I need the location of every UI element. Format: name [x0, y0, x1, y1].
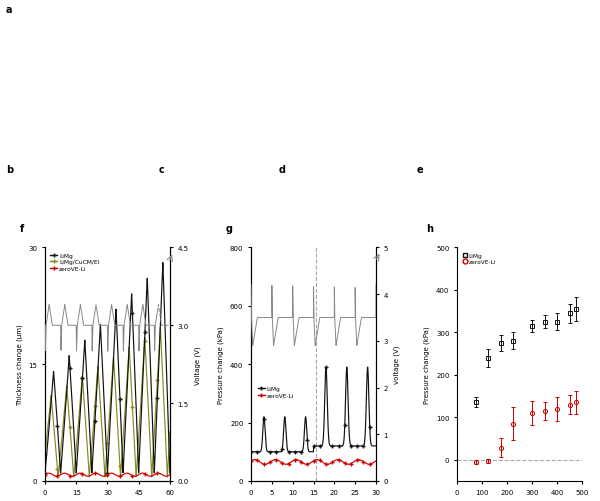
- Y-axis label: Pressure change (kPa): Pressure change (kPa): [218, 326, 224, 403]
- Text: a: a: [6, 5, 13, 15]
- Text: d: d: [279, 165, 286, 175]
- Text: e: e: [417, 165, 424, 175]
- Y-axis label: Thickness change (μm): Thickness change (μm): [16, 324, 23, 405]
- Legend: LiMg, zeroVE-Li: LiMg, zeroVE-Li: [460, 251, 499, 267]
- Text: c: c: [159, 165, 165, 175]
- Text: f: f: [20, 224, 24, 233]
- X-axis label: Initial pressure (kPa): Initial pressure (kPa): [480, 500, 559, 501]
- Y-axis label: voltage (V): voltage (V): [394, 345, 400, 384]
- Text: h: h: [426, 224, 433, 233]
- Text: g: g: [226, 224, 233, 233]
- Y-axis label: Pressure change (kPa): Pressure change (kPa): [424, 326, 430, 403]
- Legend: LiMg, zeroVE-Li: LiMg, zeroVE-Li: [255, 384, 296, 401]
- X-axis label: Time (h): Time (h): [92, 500, 124, 501]
- Text: b: b: [6, 165, 13, 175]
- Legend: LiMg, LiMg/CuCM/El, zeroVE-Li: LiMg, LiMg/CuCM/El, zeroVE-Li: [48, 251, 101, 274]
- X-axis label: Time (h): Time (h): [298, 500, 329, 501]
- Y-axis label: Voltage (V): Voltage (V): [194, 345, 201, 384]
